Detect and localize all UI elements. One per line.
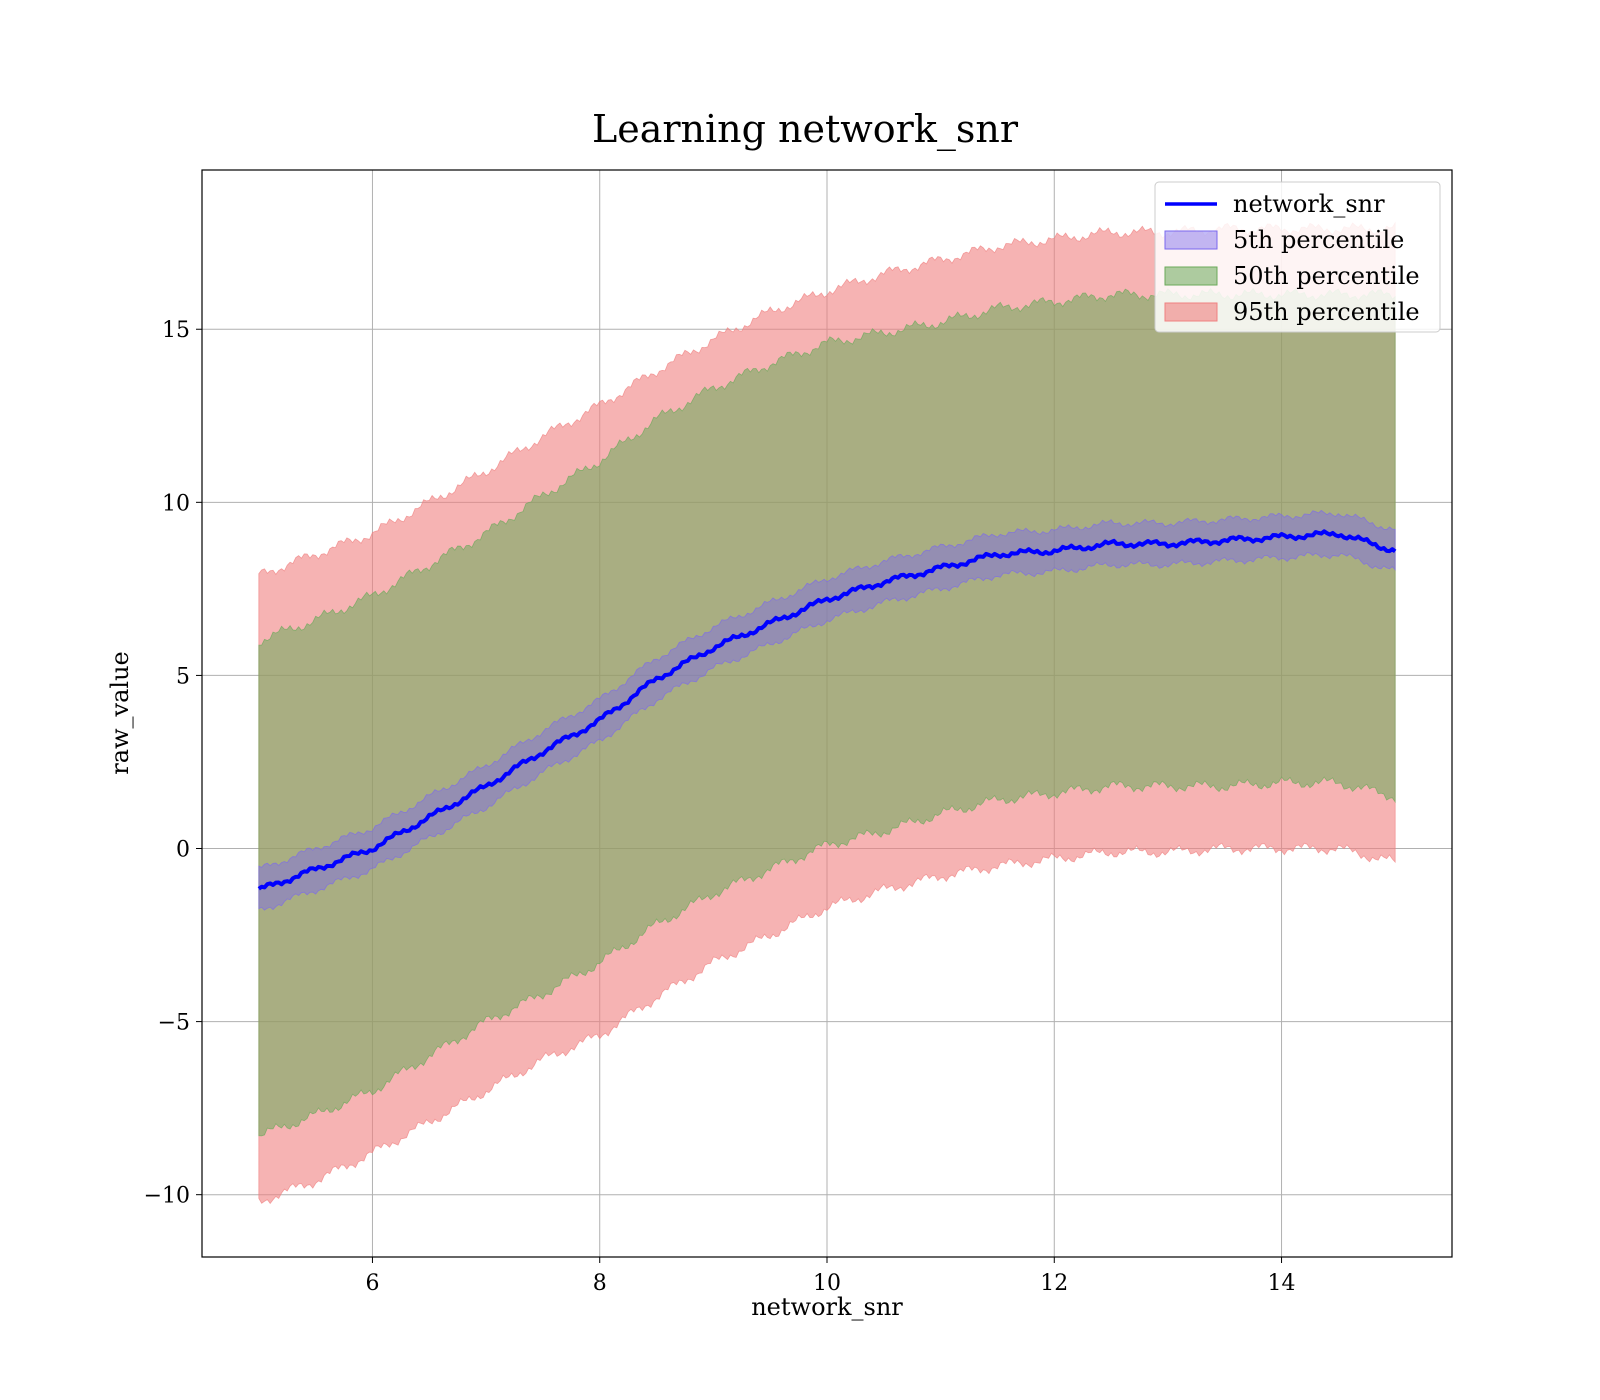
- x-tick-label: 6: [365, 1271, 379, 1296]
- legend-label: 5th percentile: [1233, 226, 1404, 254]
- y-tick-label: −10: [144, 1184, 190, 1209]
- chart-title: Learning network_snr: [592, 107, 1019, 152]
- legend: network_snr 5th percentile 50th percentile…: [1154, 181, 1441, 333]
- legend-label: 50th percentile: [1233, 262, 1420, 290]
- y-tick-label: 10: [162, 491, 190, 516]
- legend-swatch-95th-percentile: [1164, 302, 1218, 322]
- x-axis-ticks: 6 8 10 12 14: [365, 1257, 1296, 1296]
- bands-layer: [258, 221, 1396, 1205]
- x-tick-label: 14: [1268, 1271, 1296, 1296]
- legend-label: network_snr: [1233, 190, 1385, 218]
- legend-box: [1154, 181, 1441, 333]
- series-line-network-snr: [257, 529, 1397, 891]
- x-axis-label: network_snr: [751, 1293, 903, 1321]
- lines-layer: [257, 529, 1397, 891]
- y-tick-label: 0: [176, 838, 190, 863]
- band-5th-percentile: [258, 509, 1396, 911]
- y-tick-label: 5: [176, 664, 190, 689]
- y-axis-label: raw_value: [106, 651, 134, 775]
- x-tick-label: 10: [813, 1271, 841, 1296]
- x-tick-label: 8: [593, 1271, 607, 1296]
- y-tick-label: 15: [162, 318, 190, 343]
- legend-label: 95th percentile: [1233, 298, 1420, 326]
- legend-swatch-5th-percentile: [1164, 230, 1218, 250]
- y-axis-ticks: −10 −5 0 5 10 15: [144, 318, 202, 1209]
- legend-swatch-50th-percentile: [1164, 266, 1218, 286]
- x-tick-label: 12: [1040, 1271, 1068, 1296]
- y-tick-label: −5: [158, 1011, 190, 1036]
